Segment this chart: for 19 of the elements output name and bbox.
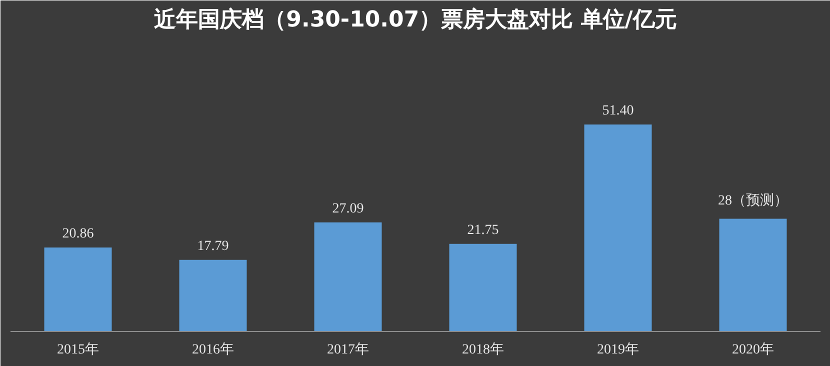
x-tick-label: 2019年 (597, 342, 639, 358)
data-label: 17.79 (197, 238, 229, 254)
x-tick-label: 2018年 (462, 342, 504, 358)
data-label: 51.40 (602, 103, 634, 118)
bar (44, 247, 112, 332)
data-label: 27.09 (332, 201, 364, 216)
x-tick-label: 2016年 (192, 342, 234, 358)
bar (719, 218, 787, 332)
x-tick-label: 2017年 (327, 342, 369, 358)
x-tick-label: 2020年 (732, 342, 774, 358)
bar (179, 260, 247, 332)
x-tick-label: 2015年 (57, 342, 99, 358)
bar (584, 124, 652, 332)
bar (314, 222, 382, 332)
data-label: 28（预测） (718, 192, 788, 209)
bar (449, 244, 517, 332)
data-label: 21.75 (467, 222, 499, 238)
data-label: 20.86 (62, 226, 94, 242)
chart-title: 近年国庆档（9.30-10.07）票房大盘对比 单位/亿元 (153, 6, 677, 32)
